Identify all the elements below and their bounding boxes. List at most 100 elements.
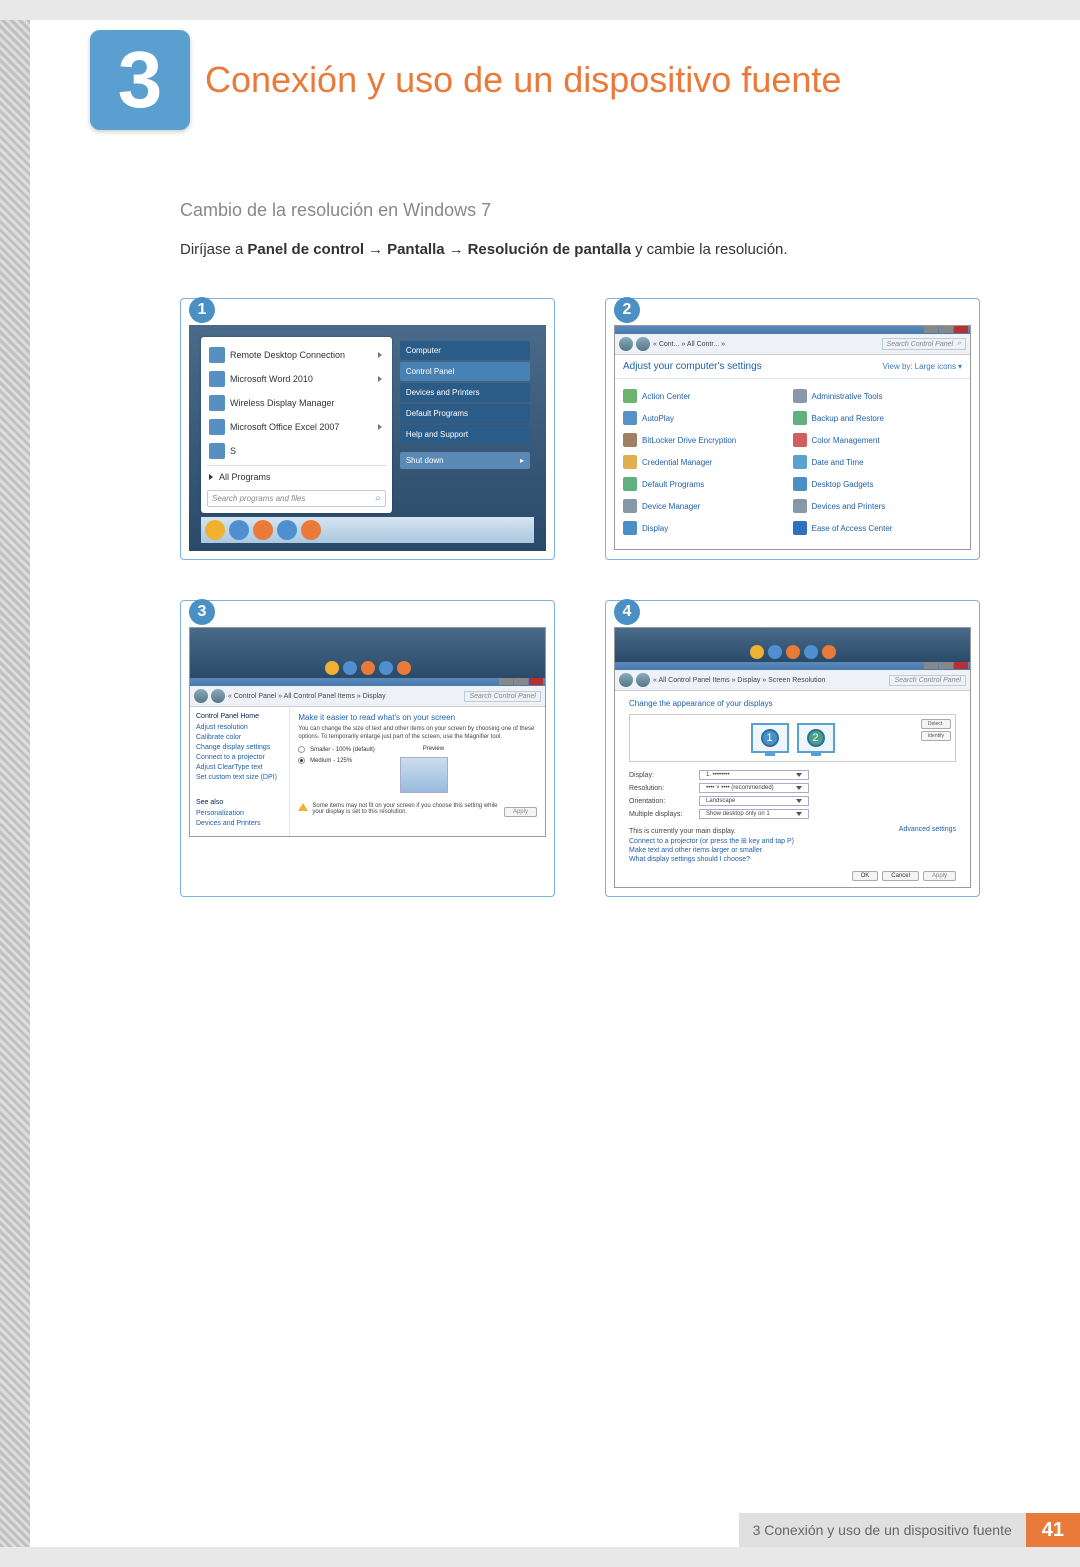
text-size-link[interactable]: Make text and other items larger or smal… — [629, 847, 956, 854]
taskbar-icon — [379, 661, 393, 675]
maximize-icon[interactable] — [514, 678, 528, 685]
cp-item-icon — [793, 389, 807, 403]
control-panel-item[interactable]: Backup and Restore — [793, 407, 963, 429]
control-panel-item[interactable]: Desktop Gadgets — [793, 473, 963, 495]
control-panel-item[interactable]: Devices and Printers — [793, 495, 963, 517]
start-search[interactable]: Search programs and files ⌕ — [207, 490, 386, 507]
ok-button[interactable]: OK — [852, 871, 879, 881]
forward-icon[interactable] — [211, 689, 225, 703]
apply-button[interactable]: Apply — [504, 807, 537, 817]
sidebar-link[interactable]: Change display settings — [196, 744, 283, 751]
control-panel-item[interactable]: Credential Manager — [623, 451, 793, 473]
sidebar-link[interactable]: Set custom text size (DPI) — [196, 774, 283, 781]
start-menu-item[interactable]: Microsoft Office Excel 2007 — [207, 415, 386, 439]
control-panel-item[interactable]: Display — [623, 517, 793, 539]
forward-icon[interactable] — [636, 337, 650, 351]
close-icon[interactable] — [954, 662, 968, 669]
breadcrumb[interactable]: « All Control Panel Items » Display » Sc… — [653, 677, 825, 684]
monitors-preview: 1 2 Detect Identify — [629, 714, 956, 762]
control-panel-item[interactable]: BitLocker Drive Encryption — [623, 429, 793, 451]
app-icon — [209, 443, 225, 459]
see-also-heading: See also — [196, 799, 283, 806]
back-icon[interactable] — [194, 689, 208, 703]
monitor-2[interactable]: 2 — [797, 723, 835, 753]
shutdown-button[interactable]: Shut down ▸ — [400, 452, 530, 469]
sidebar-link[interactable]: Connect to a projector — [196, 754, 283, 761]
monitor-1[interactable]: 1 — [751, 723, 789, 753]
sidebar-link[interactable]: Calibrate color — [196, 734, 283, 741]
start-right-item[interactable]: Default Programs — [400, 404, 530, 423]
main-display-note: This is currently your main display. — [629, 828, 736, 835]
start-menu-item[interactable]: Remote Desktop Connection — [207, 343, 386, 367]
sidebar-link[interactable]: Adjust resolution — [196, 724, 283, 731]
chevron-down-icon — [796, 812, 802, 816]
sidebar-link[interactable]: Adjust ClearType text — [196, 764, 283, 771]
start-menu-item[interactable]: S — [207, 439, 386, 463]
cancel-button[interactable]: Cancel — [882, 871, 919, 881]
taskbar-icon — [361, 661, 375, 675]
cp-item-icon — [623, 455, 637, 469]
control-panel-item[interactable]: Administrative Tools — [793, 385, 963, 407]
start-right-item[interactable]: Control Panel — [400, 362, 530, 381]
control-panel-item[interactable]: Ease of Access Center — [793, 517, 963, 539]
orientation-dropdown[interactable]: Landscape — [699, 796, 809, 806]
control-panel-item[interactable]: Device Manager — [623, 495, 793, 517]
back-icon[interactable] — [619, 673, 633, 687]
control-panel-item[interactable]: AutoPlay — [623, 407, 793, 429]
see-also-link[interactable]: Devices and Printers — [196, 820, 283, 827]
start-right-item[interactable]: Help and Support — [400, 425, 530, 444]
search-box[interactable]: Search Control Panel — [889, 675, 966, 686]
preview-label: Preview — [423, 746, 444, 752]
minimize-icon[interactable] — [499, 678, 513, 685]
close-icon[interactable] — [954, 326, 968, 333]
taskbar-icon[interactable] — [277, 520, 297, 540]
control-panel-item[interactable]: Date and Time — [793, 451, 963, 473]
start-right-item[interactable]: Devices and Printers — [400, 383, 530, 402]
start-orb-icon[interactable] — [205, 520, 225, 540]
control-panel-item[interactable]: Default Programs — [623, 473, 793, 495]
cp-item-icon — [793, 411, 807, 425]
taskbar-icon[interactable] — [229, 520, 249, 540]
all-programs[interactable]: All Programs — [207, 468, 386, 486]
chapter-title: Conexión y uso de un dispositivo fuente — [205, 59, 841, 101]
breadcrumb[interactable]: « Control Panel » All Control Panel Item… — [228, 693, 386, 700]
monitor-number-1: 1 — [761, 729, 779, 747]
close-icon[interactable] — [529, 678, 543, 685]
projector-link[interactable]: Connect to a projector (or press the ⊞ k… — [629, 837, 956, 845]
resolution-dropdown[interactable]: •••• × •••• (recommended) — [699, 783, 809, 793]
view-by-value[interactable]: Large icons — [915, 362, 956, 371]
radio-icon[interactable] — [298, 746, 305, 753]
address-bar: « Control Panel » All Control Panel Item… — [190, 686, 545, 707]
see-also-link[interactable]: Personalization — [196, 810, 283, 817]
start-right-item[interactable]: Computer — [400, 341, 530, 360]
display-dropdown[interactable]: 1. •••••••• — [699, 770, 809, 780]
breadcrumb[interactable]: « Cont... » All Contr... » — [653, 341, 725, 348]
detect-button[interactable]: Detect — [921, 719, 951, 729]
smaller-option[interactable]: Smaller - 100% (default) — [310, 747, 375, 753]
start-menu-item[interactable]: Microsoft Word 2010 — [207, 367, 386, 391]
chevron-down-icon[interactable]: ▾ — [958, 362, 962, 371]
maximize-icon[interactable] — [939, 662, 953, 669]
screenshot-4: 4 — [605, 600, 980, 897]
medium-option[interactable]: Medium - 125% — [310, 758, 352, 764]
advanced-settings-link[interactable]: Advanced settings — [899, 826, 956, 833]
minimize-icon[interactable] — [924, 326, 938, 333]
apply-button[interactable]: Apply — [923, 871, 956, 881]
back-icon[interactable] — [619, 337, 633, 351]
help-link[interactable]: What display settings should I choose? — [629, 856, 956, 863]
search-box[interactable]: Search Control Panel — [464, 691, 541, 702]
taskbar-icon[interactable] — [253, 520, 273, 540]
cp-item-icon — [793, 499, 807, 513]
radio-icon[interactable] — [298, 757, 305, 764]
start-menu-item[interactable]: Wireless Display Manager — [207, 391, 386, 415]
search-box[interactable]: Search Control Panel ⌕ — [882, 338, 966, 350]
maximize-icon[interactable] — [939, 326, 953, 333]
identify-button[interactable]: Identify — [921, 731, 951, 741]
forward-icon[interactable] — [636, 673, 650, 687]
taskbar-icon[interactable] — [301, 520, 321, 540]
minimize-icon[interactable] — [924, 662, 938, 669]
control-panel-item[interactable]: Color Management — [793, 429, 963, 451]
control-panel-item[interactable]: Action Center — [623, 385, 793, 407]
multiple-dropdown[interactable]: Show desktop only on 1 — [699, 809, 809, 819]
taskbar-icon — [786, 645, 800, 659]
